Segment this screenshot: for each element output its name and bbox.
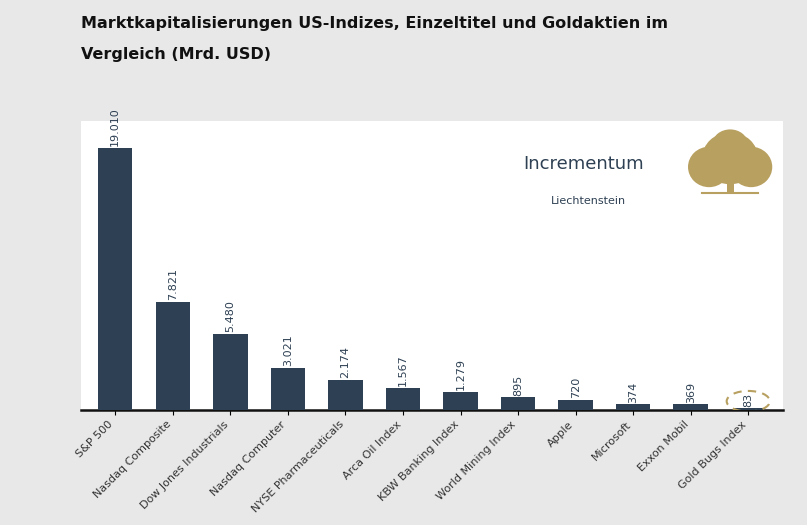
Text: Incrementum: Incrementum <box>523 155 644 173</box>
Text: 19.010: 19.010 <box>111 108 120 146</box>
Bar <box>98 148 132 410</box>
Text: 2.174: 2.174 <box>341 346 350 378</box>
Bar <box>270 368 305 410</box>
Text: Marktkapitalisierungen US-Indizes, Einzeltitel und Goldaktien im: Marktkapitalisierungen US-Indizes, Einze… <box>81 16 667 31</box>
Text: 3.021: 3.021 <box>283 334 293 366</box>
Text: 1.279: 1.279 <box>455 358 466 390</box>
Text: 83: 83 <box>743 393 753 407</box>
Text: 369: 369 <box>686 382 696 403</box>
Bar <box>386 388 420 410</box>
Bar <box>734 408 763 410</box>
Text: 5.480: 5.480 <box>225 301 236 332</box>
Bar <box>558 400 593 410</box>
Text: Vergleich (Mrd. USD): Vergleich (Mrd. USD) <box>81 47 270 62</box>
Text: 1.567: 1.567 <box>398 354 408 386</box>
Text: Liechtenstein: Liechtenstein <box>551 196 626 206</box>
Bar <box>213 334 248 410</box>
Text: 895: 895 <box>513 374 523 395</box>
Ellipse shape <box>713 130 747 159</box>
Text: 374: 374 <box>628 382 638 403</box>
Ellipse shape <box>702 132 759 184</box>
FancyBboxPatch shape <box>726 178 734 193</box>
Bar <box>328 380 362 410</box>
Ellipse shape <box>730 147 772 187</box>
Bar <box>443 392 478 410</box>
Bar <box>674 404 708 410</box>
Ellipse shape <box>688 147 730 187</box>
Bar <box>156 302 190 410</box>
Bar <box>616 404 650 410</box>
Text: 7.821: 7.821 <box>168 268 178 300</box>
Text: 720: 720 <box>571 377 580 398</box>
Bar <box>501 397 535 410</box>
